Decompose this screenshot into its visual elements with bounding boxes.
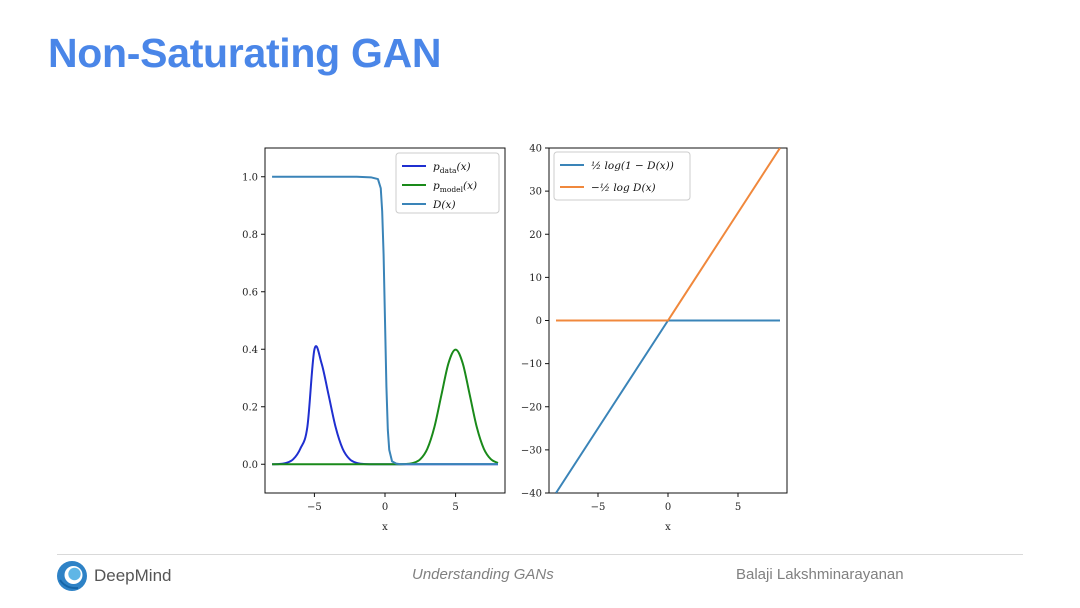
chart-2: −5 0 5 −40 −30 −20 −10 0 10 20 30 40 x ½ log(1 − D(x)… <box>521 144 788 533</box>
x-axis-label: x <box>665 522 671 533</box>
y-tick-label: 0.6 <box>242 287 258 298</box>
legend-box <box>553 151 691 201</box>
legend: pdata(x) pmodel(x) D(x) <box>395 152 500 214</box>
legend-label: ½ log(1 − D(x)) <box>591 160 674 172</box>
chart-1: −5 0 5 0.0 0.2 0.4 0.6 0.8 1.0 x pdata(x) pmodel(x)… <box>242 147 506 533</box>
y-tick-label: 1.0 <box>242 172 258 183</box>
x-axis-label: x <box>382 522 388 533</box>
x-tick-label: 5 <box>452 502 458 513</box>
slide-title: Non-Saturating GAN <box>48 30 442 76</box>
x-tick-label: 5 <box>735 502 741 513</box>
y-tick-label: 40 <box>529 144 542 155</box>
x-tick-label: −5 <box>307 502 322 513</box>
y-tick-label: 0.0 <box>242 460 258 471</box>
legend-box <box>395 152 500 214</box>
y-tick-label: 10 <box>529 273 542 284</box>
y-tick-label: 0 <box>536 316 542 327</box>
y-tick-label: −10 <box>521 359 542 370</box>
x-tick-label: 0 <box>665 502 671 513</box>
footer-presentation-title: Understanding GANs <box>412 566 554 583</box>
legend-label: pdata(x) <box>433 161 471 175</box>
y-tick-label: 0.2 <box>242 402 258 413</box>
series-line-2 <box>556 148 781 322</box>
series-line-1 <box>555 319 780 493</box>
y-tick-label: 0.8 <box>242 230 258 241</box>
y-tick-label: 20 <box>529 230 542 241</box>
y-tick-label: 0.4 <box>242 345 258 356</box>
legend-label: −½ log D(x) <box>591 182 656 194</box>
series-line-3 <box>272 175 498 466</box>
y-tick-label: 30 <box>529 187 542 198</box>
footer-divider <box>57 554 1023 555</box>
legend: ½ log(1 − D(x)) −½ log D(x) <box>553 151 691 201</box>
series-line-2 <box>272 348 499 466</box>
deepmind-logo-icon <box>57 561 87 591</box>
legend-label: D(x) <box>432 199 456 211</box>
x-tick-label: −5 <box>591 502 606 513</box>
y-tick-label: −30 <box>521 445 542 456</box>
x-tick-label: 0 <box>382 502 388 513</box>
legend-label: pmodel(x) <box>433 180 477 194</box>
footer-author: Balaji Lakshminarayanan <box>736 566 904 583</box>
footer-brand: DeepMind <box>94 566 172 585</box>
y-tick-label: −20 <box>521 402 542 413</box>
y-tick-label: −40 <box>521 489 542 500</box>
